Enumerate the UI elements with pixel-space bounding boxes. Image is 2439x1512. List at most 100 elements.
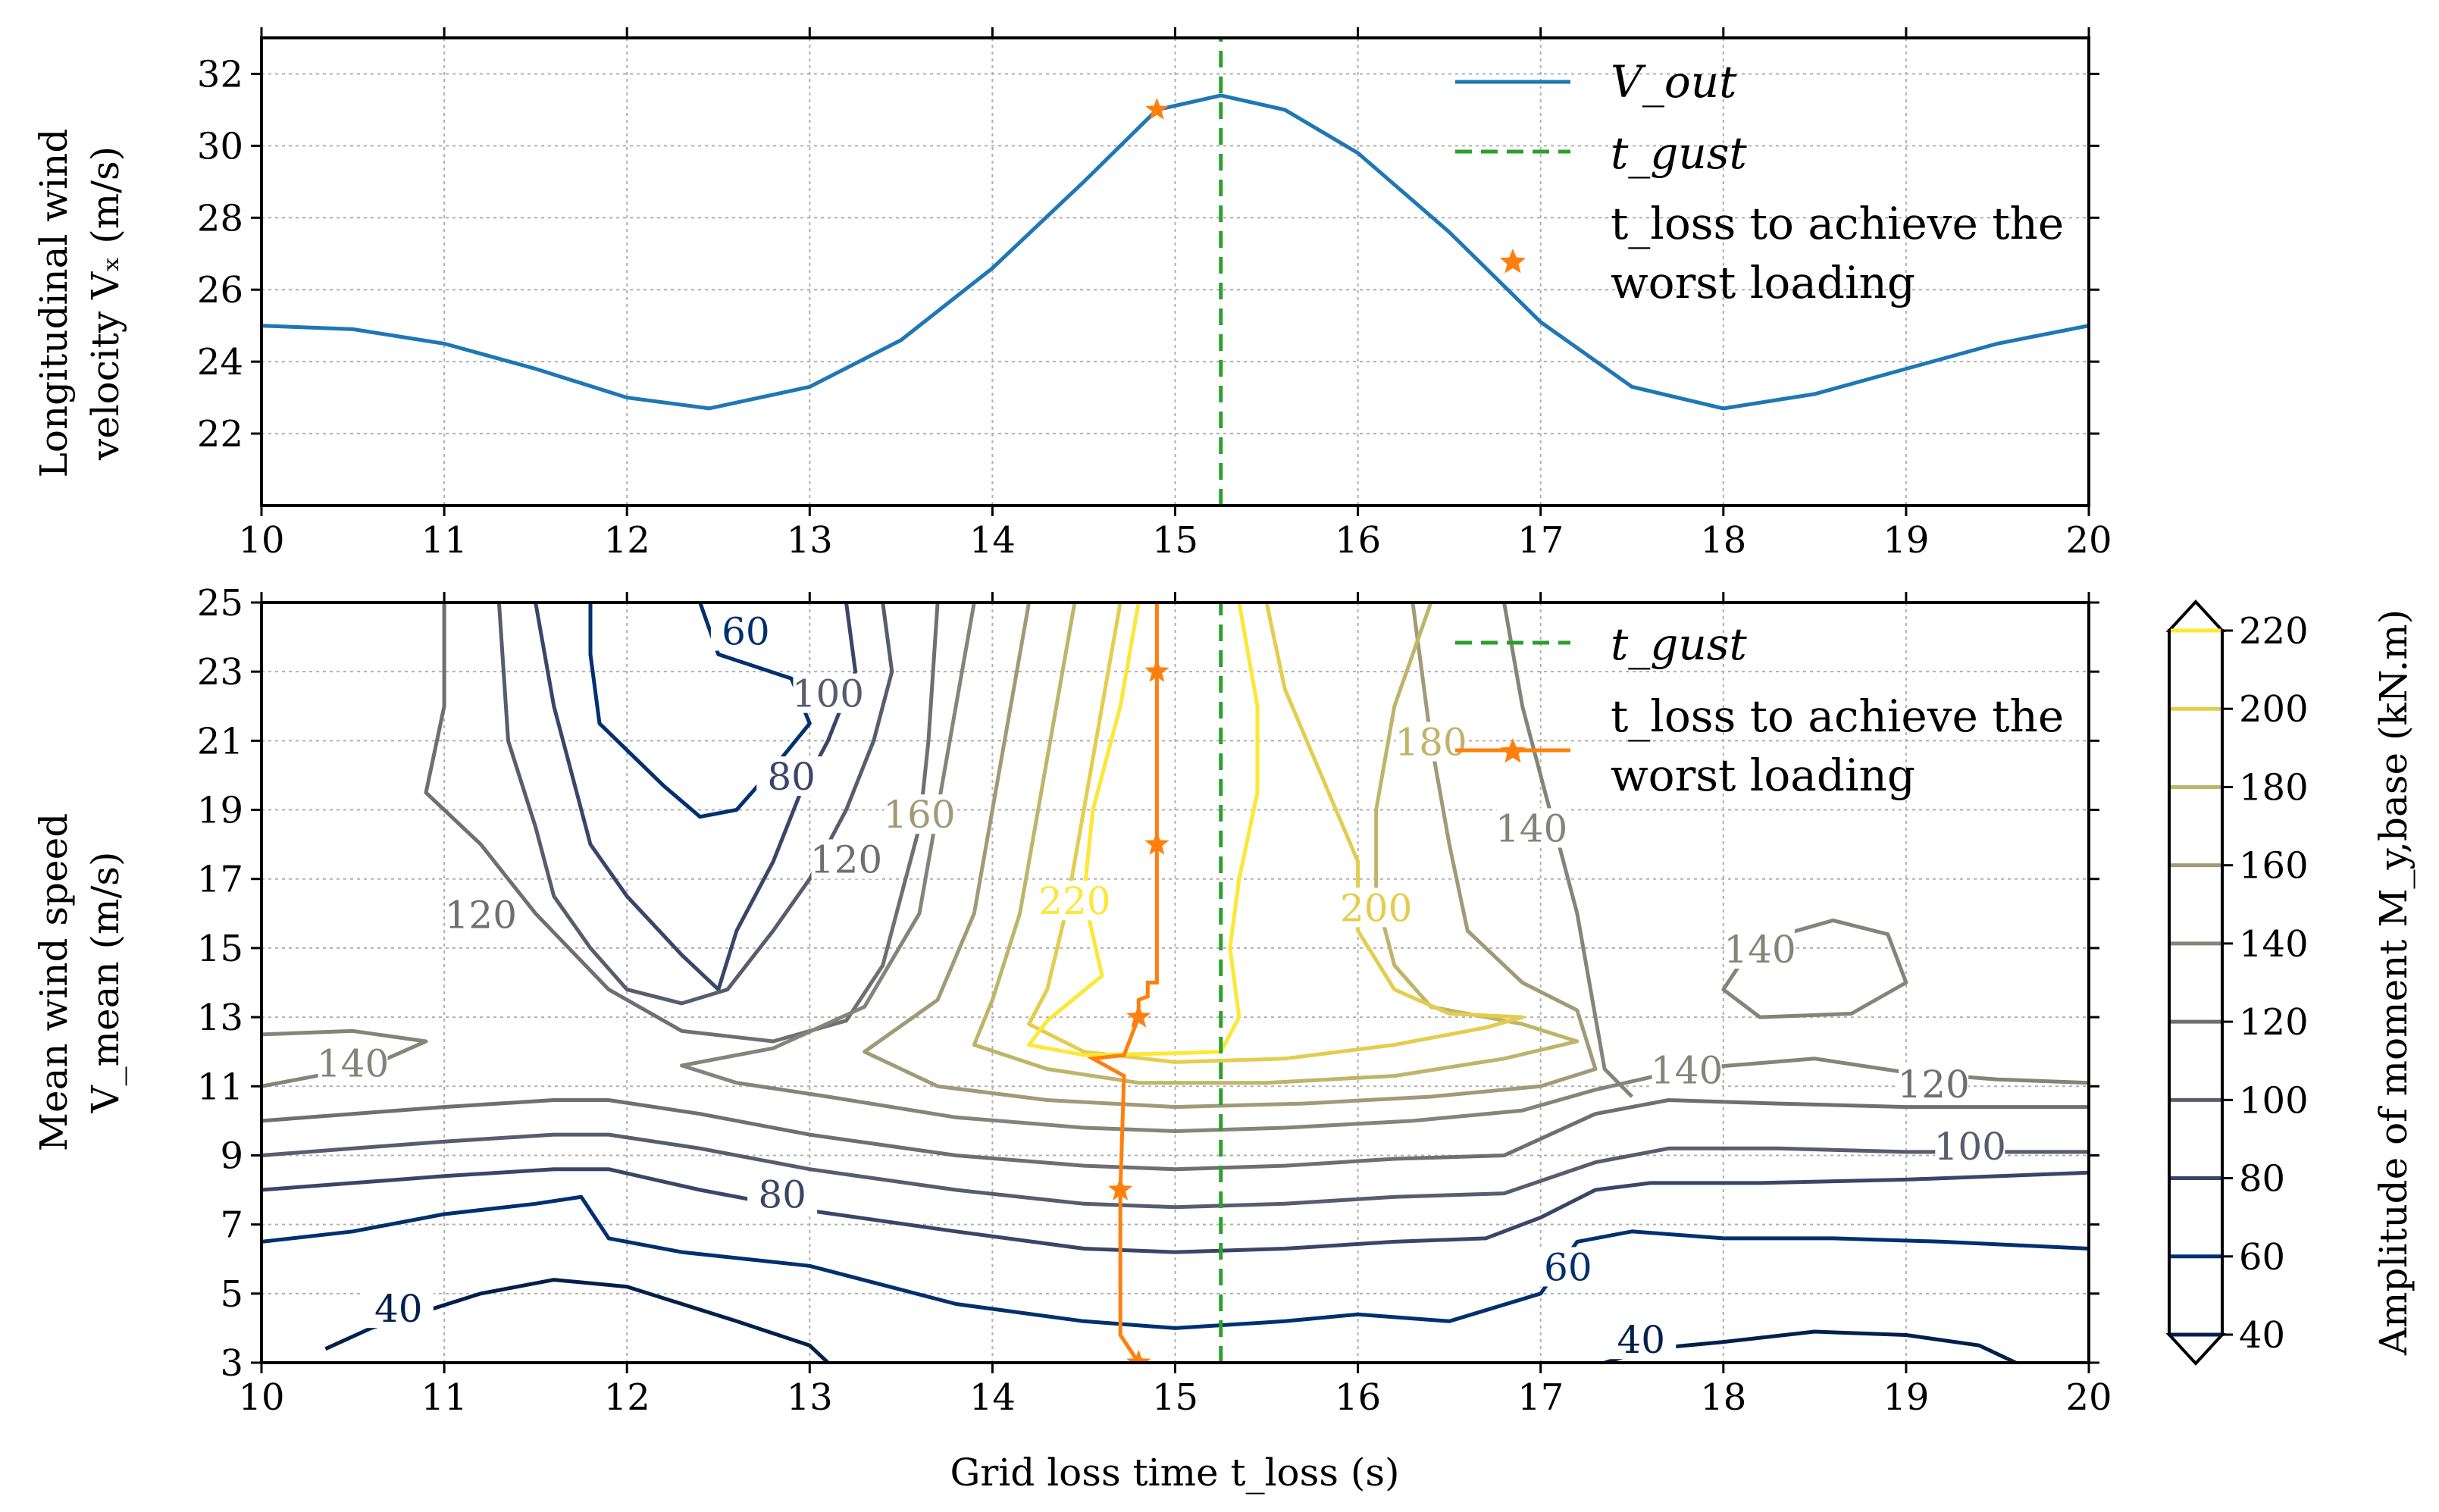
colorbar-tick-label: 200 [2239,688,2309,731]
colorbar-tick-label: 160 [2239,845,2309,887]
top-xtick-label: 12 [604,519,650,562]
bottom-ytick-label: 5 [220,1273,243,1316]
top-ytick-label: 32 [197,53,243,95]
top-xtick-label: 19 [1883,519,1929,562]
bottom-y-axis-title: Mean wind speed V_mean (m/s) [32,813,127,1151]
bottom-ytick-label: 7 [220,1204,243,1247]
contour-label-120: 120 [445,893,517,937]
bottom-xtick-label: 16 [1335,1376,1381,1419]
top-legend-gust-label: t_gust [1611,127,1748,179]
top-xtick-label: 11 [421,519,468,562]
contour-label-background [1899,1063,1969,1103]
contour-line-60 [588,603,812,819]
top-xtick-label: 18 [1700,519,1746,562]
top-ylabel-line1: Longitudinal wind [32,129,76,478]
contour-label-background [710,611,781,651]
contour-line-180 [972,603,1580,1085]
worst-loading-marker [1126,1004,1151,1028]
bottom-ytick-label: 21 [197,720,243,762]
contour-label-80: 80 [758,1173,806,1217]
colorbar-tick-label: 180 [2239,766,2309,809]
top-legend-worst-swatch [1499,249,1526,274]
worst-loading-markers [1108,659,1169,1363]
bottom-legend-worst-label-line2: worst loading [1611,750,1915,801]
contour-label-200: 200 [1340,886,1412,930]
top-xtick-label: 10 [238,519,284,562]
contour-label-100: 100 [1934,1125,2006,1169]
top-legend-worst-label-line2: worst loading [1611,257,1915,308]
contour-label-60: 60 [722,610,770,654]
contour-label-120: 120 [1897,1063,1969,1107]
vout-series-line [261,93,2089,411]
contour-line-120 [261,1098,2089,1172]
top-ytick-label: 24 [197,341,243,383]
contour-line-100 [261,1132,2089,1210]
contour-label-background [1396,722,1467,762]
contour-label-background [1341,887,1411,928]
contour-line-120 [424,603,940,1044]
top-worst-marker-layer [1145,97,1169,120]
contour-label-background [1039,881,1110,921]
bottom-xtick-label: 17 [1517,1376,1564,1419]
bottom-xtick-label: 12 [604,1376,650,1419]
top-ytick-label: 22 [197,413,243,455]
bottom-ytick-label: 11 [197,1066,243,1108]
colorbar-ticks: 40 60 80 100 120 140 160 180 200 220 [2222,610,2309,1357]
contour-line-140 [1721,918,1908,1019]
bottom-ticks: 10 11 12 13 14 15 16 17 18 19 20 3 5 7 9 11 13 15 17 19 21 23… [197,582,2112,1419]
bottom-ytick-label: 3 [220,1342,243,1385]
contour-label-background [747,1174,818,1214]
top-xtick-label: 15 [1152,519,1198,562]
top-ytick-label: 28 [197,197,243,239]
worst-loading-marker [1126,1350,1151,1363]
colorbar-tick-label: 40 [2239,1314,2285,1357]
contour-label-80: 80 [767,755,816,799]
contour-label-background [1935,1125,2005,1166]
bottom-xtick-label: 11 [421,1376,468,1419]
colorbar-tick-label: 220 [2239,610,2309,653]
top-ytick-label: 26 [197,269,243,311]
top-panel: 10 11 12 13 14 15 16 17 18 19 20 22 24 26 28 30 32 V_out… [32,27,2112,562]
bottom-xtick-label: 19 [1883,1376,1929,1419]
top-xtick-label: 20 [2065,519,2112,562]
top-legend: V_out t_gust t_loss to achieve the worst… [1455,56,2064,308]
top-xtick-label: 16 [1335,519,1381,562]
bottom-ytick-label: 17 [197,859,243,901]
bottom-ytick-label: 9 [220,1135,243,1177]
colorbar-tick-label: 60 [2239,1236,2285,1279]
colorbar-tick-label: 140 [2239,923,2309,966]
top-ticks: 10 11 12 13 14 15 16 17 18 19 20 22 24 26 28 30 32 [197,27,2112,562]
contour-label-background [318,1043,388,1083]
bottom-plot-area: 40 40 60 60 80 80 100 100 120 120 120 140 140 140 140 1… [261,603,2089,1363]
top-ylabel-line2: velocity Vₓ (m/s) [83,146,127,461]
colorbar-tick-label: 120 [2239,1001,2309,1044]
contour-label-120: 120 [810,837,882,881]
contour-line-160 [863,603,1598,1110]
bottom-ytick-label: 23 [197,651,243,693]
worst-loading-marker [1108,1177,1133,1201]
contour-label-140: 140 [1651,1049,1723,1093]
contour-label-220: 220 [1038,879,1110,923]
top-legend-vout-label: V_out [1611,56,1737,108]
bottom-xtick-label: 10 [238,1376,284,1419]
colorbar-lower-extension [2165,1333,2226,1366]
contour-line-140 [680,603,2089,1133]
colorbar-tick-label: 80 [2239,1158,2285,1201]
contour-line-100 [496,603,894,1006]
top-ytick-label: 30 [197,125,243,167]
bottom-xtick-label: 13 [787,1376,833,1419]
top-xtick-label: 13 [787,519,833,562]
contour-label-140: 140 [317,1041,389,1085]
colorbar-level-lines [2171,628,2221,1337]
contour-label-40: 40 [374,1287,423,1331]
contour-line-220 [1027,603,1260,1057]
worst-loading-marker [1144,659,1169,682]
bottom-ytick-label: 15 [197,928,243,970]
contour-labels: 40 40 60 60 80 80 100 100 120 120 120 140 140 140 140 1… [317,610,2006,1363]
top-xtick-label: 14 [969,519,1016,562]
top-y-axis-title: Longitudinal wind velocity Vₓ (m/s) [32,129,127,478]
top-plot-area [261,38,2089,506]
contour-label-background [446,894,516,934]
bottom-legend-worst-swatch-marker [1499,738,1526,763]
